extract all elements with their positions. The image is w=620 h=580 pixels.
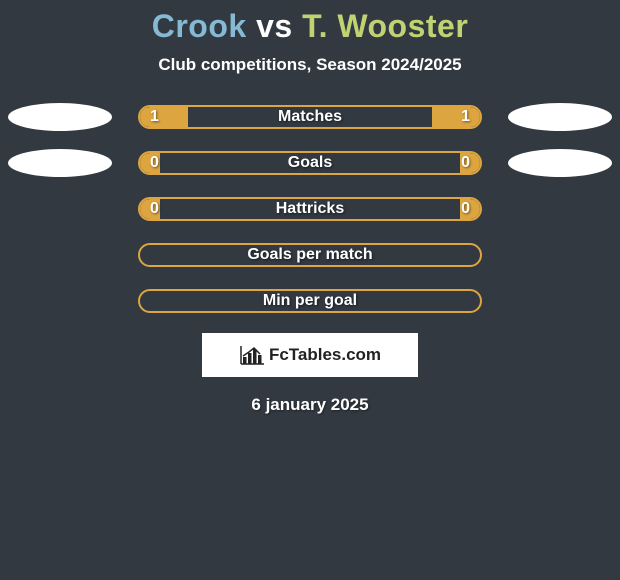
stats-area: 1Matches10Goals00Hattricks0 Goals per ma… [0, 103, 620, 315]
logo-text: FcTables.com [269, 345, 381, 365]
vs-text: vs [256, 8, 293, 44]
stat-value-right: 0 [461, 154, 470, 172]
player2-marker [508, 103, 612, 131]
comparison-card: Crook vs T. Wooster Club competitions, S… [0, 0, 620, 415]
page-title: Crook vs T. Wooster [0, 8, 620, 45]
stat-row: 0Hattricks0 [0, 195, 620, 223]
player2-name: T. Wooster [302, 8, 468, 44]
stat-bar: 0Hattricks0 [138, 197, 482, 221]
player2-marker [508, 149, 612, 177]
bar-chart-icon [239, 344, 265, 366]
player1-marker [8, 103, 112, 131]
stat-value-right: 1 [461, 108, 470, 126]
stat-label: Min per goal [140, 292, 480, 310]
stat-row: Min per goal [0, 287, 620, 315]
stat-bar: Goals per match [138, 243, 482, 267]
stat-label: Goals [140, 154, 480, 172]
logo-box[interactable]: FcTables.com [202, 333, 418, 377]
stat-value-right: 0 [461, 200, 470, 218]
player1-marker [8, 149, 112, 177]
stat-bar: Min per goal [138, 289, 482, 313]
stat-row: 1Matches1 [0, 103, 620, 131]
stat-label: Matches [140, 108, 480, 126]
stat-row: Goals per match [0, 241, 620, 269]
date-label: 6 january 2025 [0, 395, 620, 415]
logo: FcTables.com [239, 344, 381, 366]
stat-row: 0Goals0 [0, 149, 620, 177]
stat-bar: 1Matches1 [138, 105, 482, 129]
stat-bar: 0Goals0 [138, 151, 482, 175]
player1-name: Crook [152, 8, 247, 44]
subtitle: Club competitions, Season 2024/2025 [0, 55, 620, 75]
stat-label: Hattricks [140, 200, 480, 218]
stat-label: Goals per match [140, 246, 480, 264]
